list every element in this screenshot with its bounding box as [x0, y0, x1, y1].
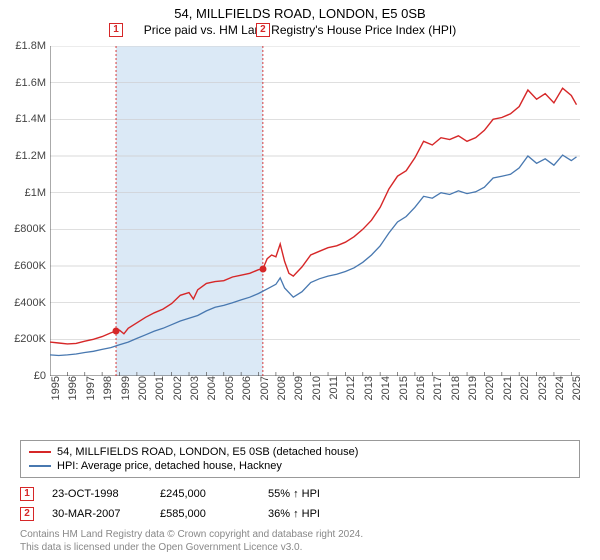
y-tick-label: £1.6M — [15, 77, 46, 89]
sale-badge: 2 — [256, 23, 270, 37]
legend: 54, MILLFIELDS ROAD, LONDON, E5 0SB (det… — [20, 440, 580, 478]
legend-swatch — [29, 451, 51, 453]
sales-row: 2 30-MAR-2007 £585,000 36% ↑ HPI — [20, 504, 580, 524]
x-tick-label: 2001 — [154, 376, 166, 400]
chart-title: 54, MILLFIELDS ROAD, LONDON, E5 0SB — [0, 0, 600, 21]
x-tick-label: 2012 — [345, 376, 357, 400]
x-tick-label: 2022 — [519, 376, 531, 400]
sales-delta: 55% ↑ HPI — [268, 488, 358, 500]
sales-price: £585,000 — [160, 508, 250, 520]
attribution: Contains HM Land Registry data © Crown c… — [20, 528, 580, 554]
attribution-line2: This data is licensed under the Open Gov… — [20, 541, 580, 554]
chart-plot-area: £0£200K£400K£600K£800K£1M£1.2M£1.4M£1.6M… — [50, 46, 580, 376]
sales-price: £245,000 — [160, 488, 250, 500]
x-tick-label: 2008 — [276, 376, 288, 400]
y-tick-label: £1.8M — [15, 40, 46, 52]
chart-svg — [50, 46, 580, 376]
x-tick-label: 1996 — [67, 376, 79, 400]
sales-row-badge: 1 — [20, 487, 34, 501]
y-tick-label: £1M — [25, 187, 46, 199]
x-tick-label: 2013 — [363, 376, 375, 400]
sales-row-badge: 2 — [20, 507, 34, 521]
sale-dot — [113, 328, 120, 335]
legend-row: 54, MILLFIELDS ROAD, LONDON, E5 0SB (det… — [29, 445, 571, 459]
y-tick-label: £200K — [14, 333, 46, 345]
legend-row: HPI: Average price, detached house, Hack… — [29, 459, 571, 473]
chart-subtitle: Price paid vs. HM Land Registry's House … — [0, 21, 600, 43]
x-tick-label: 2019 — [467, 376, 479, 400]
y-tick-label: £600K — [14, 260, 46, 272]
x-tick-label: 2014 — [380, 376, 392, 400]
x-tick-label: 2024 — [554, 376, 566, 400]
x-tick-label: 2002 — [172, 376, 184, 400]
x-tick-label: 2003 — [189, 376, 201, 400]
sales-date: 30-MAR-2007 — [52, 508, 142, 520]
x-tick-label: 1997 — [85, 376, 97, 400]
x-tick-label: 2015 — [398, 376, 410, 400]
y-tick-label: £1.4M — [15, 113, 46, 125]
sales-row: 1 23-OCT-1998 £245,000 55% ↑ HPI — [20, 484, 580, 504]
x-tick-label: 1995 — [50, 376, 62, 400]
x-tick-label: 2007 — [259, 376, 271, 400]
y-tick-label: £0 — [34, 370, 46, 382]
x-tick-label: 2000 — [137, 376, 149, 400]
x-tick-label: 2021 — [502, 376, 514, 400]
x-tick-label: 2020 — [484, 376, 496, 400]
x-tick-label: 2016 — [415, 376, 427, 400]
x-tick-label: 2023 — [537, 376, 549, 400]
legend-label: HPI: Average price, detached house, Hack… — [57, 460, 282, 472]
x-tick-label: 2009 — [293, 376, 305, 400]
x-tick-label: 2010 — [311, 376, 323, 400]
x-tick-label: 2006 — [241, 376, 253, 400]
sale-badge: 1 — [109, 23, 123, 37]
y-tick-label: £800K — [14, 223, 46, 235]
x-tick-label: 1998 — [102, 376, 114, 400]
x-tick-label: 2018 — [450, 376, 462, 400]
x-tick-label: 2005 — [224, 376, 236, 400]
x-tick-label: 2011 — [328, 376, 340, 400]
sales-date: 23-OCT-1998 — [52, 488, 142, 500]
sales-table: 1 23-OCT-1998 £245,000 55% ↑ HPI 2 30-MAR-200… — [20, 484, 580, 524]
x-tick-label: 2025 — [571, 376, 583, 400]
sales-delta: 36% ↑ HPI — [268, 508, 358, 520]
x-tick-label: 2004 — [206, 376, 218, 400]
legend-label: 54, MILLFIELDS ROAD, LONDON, E5 0SB (det… — [57, 446, 358, 458]
y-tick-label: £1.2M — [15, 150, 46, 162]
y-tick-label: £400K — [14, 297, 46, 309]
x-tick-label: 2017 — [432, 376, 444, 400]
attribution-line1: Contains HM Land Registry data © Crown c… — [20, 528, 580, 541]
legend-swatch — [29, 465, 51, 467]
x-tick-label: 1999 — [120, 376, 132, 400]
sale-dot — [259, 265, 266, 272]
